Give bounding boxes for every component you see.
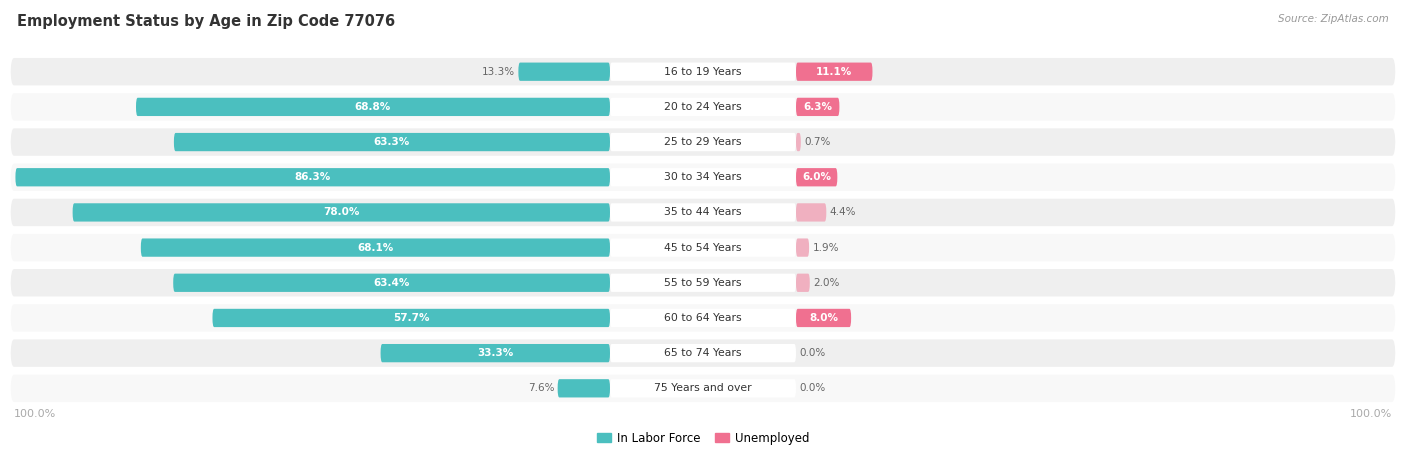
Text: 8.0%: 8.0% (808, 313, 838, 323)
Text: 0.7%: 0.7% (804, 137, 831, 147)
Text: 68.8%: 68.8% (354, 102, 391, 112)
Text: 0.0%: 0.0% (800, 383, 825, 393)
FancyBboxPatch shape (173, 274, 610, 292)
FancyBboxPatch shape (610, 168, 796, 186)
FancyBboxPatch shape (610, 98, 796, 116)
FancyBboxPatch shape (519, 63, 610, 81)
Text: 25 to 29 Years: 25 to 29 Years (664, 137, 742, 147)
FancyBboxPatch shape (796, 168, 838, 186)
FancyBboxPatch shape (796, 133, 801, 151)
FancyBboxPatch shape (212, 309, 610, 327)
Text: 100.0%: 100.0% (14, 409, 56, 419)
Text: 6.3%: 6.3% (803, 102, 832, 112)
FancyBboxPatch shape (796, 274, 810, 292)
Text: 16 to 19 Years: 16 to 19 Years (664, 67, 742, 77)
FancyBboxPatch shape (73, 203, 610, 221)
Text: 6.0%: 6.0% (803, 172, 831, 182)
Text: 35 to 44 Years: 35 to 44 Years (664, 207, 742, 217)
FancyBboxPatch shape (11, 199, 1395, 226)
FancyBboxPatch shape (11, 129, 1395, 156)
Text: 65 to 74 Years: 65 to 74 Years (664, 348, 742, 358)
FancyBboxPatch shape (136, 98, 610, 116)
FancyBboxPatch shape (381, 344, 610, 362)
Text: 57.7%: 57.7% (394, 313, 429, 323)
FancyBboxPatch shape (558, 379, 610, 397)
FancyBboxPatch shape (11, 375, 1395, 402)
Text: 1.9%: 1.9% (813, 243, 839, 253)
FancyBboxPatch shape (11, 269, 1395, 296)
FancyBboxPatch shape (610, 344, 796, 362)
Text: 75 Years and over: 75 Years and over (654, 383, 752, 393)
Text: 68.1%: 68.1% (357, 243, 394, 253)
FancyBboxPatch shape (11, 340, 1395, 367)
Text: 86.3%: 86.3% (295, 172, 330, 182)
FancyBboxPatch shape (11, 304, 1395, 331)
Text: 7.6%: 7.6% (527, 383, 554, 393)
FancyBboxPatch shape (796, 203, 827, 221)
Text: 63.4%: 63.4% (374, 278, 409, 288)
FancyBboxPatch shape (11, 234, 1395, 261)
Text: 20 to 24 Years: 20 to 24 Years (664, 102, 742, 112)
Text: 55 to 59 Years: 55 to 59 Years (664, 278, 742, 288)
FancyBboxPatch shape (796, 63, 873, 81)
Text: 63.3%: 63.3% (374, 137, 411, 147)
Text: 30 to 34 Years: 30 to 34 Years (664, 172, 742, 182)
Text: 60 to 64 Years: 60 to 64 Years (664, 313, 742, 323)
Text: 4.4%: 4.4% (830, 207, 856, 217)
Legend: In Labor Force, Unemployed: In Labor Force, Unemployed (592, 427, 814, 449)
Text: Employment Status by Age in Zip Code 77076: Employment Status by Age in Zip Code 770… (17, 14, 395, 28)
Text: Source: ZipAtlas.com: Source: ZipAtlas.com (1278, 14, 1389, 23)
FancyBboxPatch shape (796, 98, 839, 116)
Text: 100.0%: 100.0% (1350, 409, 1392, 419)
Text: 2.0%: 2.0% (813, 278, 839, 288)
FancyBboxPatch shape (610, 309, 796, 327)
FancyBboxPatch shape (610, 63, 796, 81)
FancyBboxPatch shape (610, 239, 796, 257)
FancyBboxPatch shape (141, 239, 610, 257)
FancyBboxPatch shape (610, 379, 796, 397)
FancyBboxPatch shape (15, 168, 610, 186)
FancyBboxPatch shape (796, 309, 851, 327)
Text: 11.1%: 11.1% (815, 67, 852, 77)
Text: 33.3%: 33.3% (477, 348, 513, 358)
FancyBboxPatch shape (11, 93, 1395, 120)
Text: 78.0%: 78.0% (323, 207, 360, 217)
FancyBboxPatch shape (11, 164, 1395, 191)
FancyBboxPatch shape (610, 274, 796, 292)
FancyBboxPatch shape (174, 133, 610, 151)
FancyBboxPatch shape (610, 133, 796, 151)
FancyBboxPatch shape (11, 58, 1395, 85)
Text: 0.0%: 0.0% (800, 348, 825, 358)
FancyBboxPatch shape (610, 203, 796, 221)
FancyBboxPatch shape (796, 239, 808, 257)
Text: 45 to 54 Years: 45 to 54 Years (664, 243, 742, 253)
Text: 13.3%: 13.3% (482, 67, 515, 77)
